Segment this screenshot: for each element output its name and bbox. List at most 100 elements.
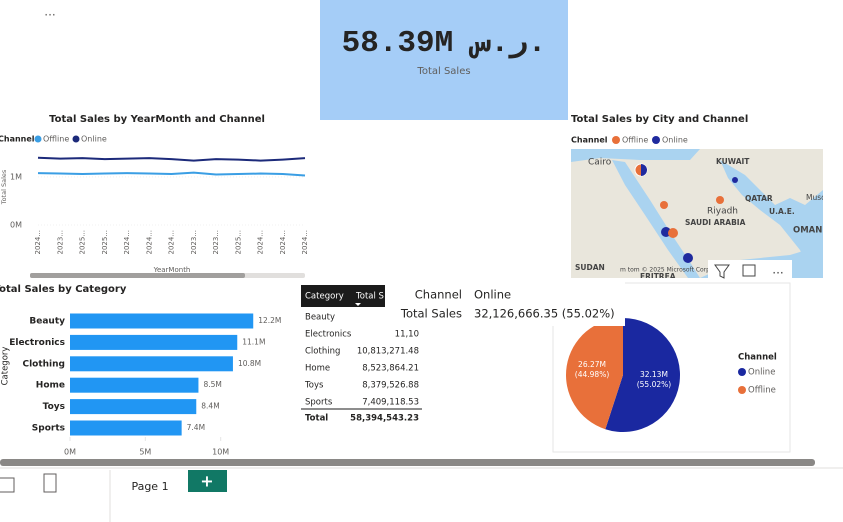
view-icon[interactable] <box>0 477 15 493</box>
legend-dot <box>34 135 42 143</box>
filter-icon[interactable] <box>714 264 730 279</box>
x-tick-label: 2024... <box>257 230 265 255</box>
x-tick-label: 2023... <box>212 230 220 255</box>
map-title: Total Sales by City and Channel <box>571 114 748 125</box>
table-cell: Home <box>305 364 330 374</box>
map-place: SAUDI ARABIA <box>685 218 746 227</box>
table-cell: Beauty <box>305 313 335 323</box>
map-place: Musc <box>806 193 825 202</box>
data-label: 10.8M <box>238 359 261 368</box>
table-cell: Sports <box>305 398 333 408</box>
scrollbar[interactable] <box>0 459 815 466</box>
map-bubble <box>641 164 647 176</box>
more-menu[interactable]: ... <box>44 5 55 19</box>
legend-dot <box>738 386 746 394</box>
table-total: Total <box>305 414 328 424</box>
table-cell: 8,523,864.21 <box>362 364 419 374</box>
legend-title: Channel <box>738 353 777 363</box>
focus-icon[interactable] <box>742 264 756 277</box>
data-label: 32.13M <box>640 370 668 379</box>
bar[interactable] <box>70 334 238 350</box>
table-cell: 11,10 <box>395 330 419 340</box>
map-bubble[interactable] <box>683 253 693 263</box>
map-sea <box>720 160 823 278</box>
map-legend-title: Channel <box>571 136 608 145</box>
page-tabs <box>0 466 843 522</box>
y-tick-label: 1M <box>10 172 22 181</box>
add-page[interactable] <box>188 470 227 492</box>
map-legend-label: Offline <box>622 136 648 145</box>
table-header-cell[interactable]: Category <box>305 292 344 302</box>
data-label: 8.4M <box>201 402 219 411</box>
map-bubble[interactable] <box>716 196 724 204</box>
x-tick-label: 0M <box>64 448 76 457</box>
table-cell: Electronics <box>305 330 352 340</box>
map-bubble[interactable] <box>660 201 668 209</box>
x-tick-label: 2024... <box>123 230 131 255</box>
table-cell: 10,813,271.48 <box>357 347 419 357</box>
map-bubble[interactable] <box>732 177 738 183</box>
pie-slice[interactable] <box>605 318 681 433</box>
kpi-card <box>320 0 568 120</box>
bar[interactable] <box>70 399 197 415</box>
view-icon[interactable] <box>43 473 57 493</box>
map-place: SUDAN <box>575 263 605 272</box>
kpi-label: Total Sales <box>416 66 470 77</box>
table-cell: 7,409,118.53 <box>362 398 419 408</box>
y-tick-label: Toys <box>43 402 65 412</box>
map-sea <box>571 149 700 162</box>
table-total: 58,394,543.23 <box>350 414 419 424</box>
tooltip-rows: Channel Online Total Sales 32,126,666.35 (5… <box>400 288 615 321</box>
legend-title: Channel <box>0 135 35 144</box>
x-tick-label: 10M <box>212 448 229 457</box>
tooltip-value: 32,126,666.35 (55.02%) <box>474 307 615 321</box>
x-scrollbar-thumb[interactable] <box>30 273 245 278</box>
map-place: U.A.E. <box>769 207 795 216</box>
map-copyright: m tom © 2025 Microsoft Corporation <box>620 267 731 274</box>
data-label: 8.5M <box>203 380 221 389</box>
x-tick-label: 2024... <box>279 230 287 255</box>
table-header-cell[interactable]: Total Sales <box>355 292 402 302</box>
pie-slice[interactable] <box>566 318 623 430</box>
bar[interactable] <box>70 356 233 372</box>
bar[interactable] <box>70 313 254 329</box>
more-icon[interactable]: ... <box>772 263 783 277</box>
page-tab[interactable]: Page 1 <box>131 480 168 493</box>
x-tick-label: 2025... <box>101 230 109 255</box>
x-tick-label: 2024... <box>145 230 153 255</box>
line-series <box>37 171 306 177</box>
x-axis-label: YearMonth <box>153 266 191 274</box>
add-page-label[interactable]: + <box>200 472 213 491</box>
legend-label: Offline <box>748 386 776 396</box>
x-tick-label: 2025... <box>234 230 242 255</box>
tooltip <box>385 280 625 326</box>
tooltip-key: Channel <box>415 288 462 302</box>
x-tick-label: 5M <box>139 448 151 457</box>
map-place: Riyadh <box>707 207 738 217</box>
map[interactable]: Cairo KUWAIT QATAR Riyadh SAUDI ARABIA U… <box>571 149 825 281</box>
data-label: (44.98%) <box>575 370 610 379</box>
y-tick-label: Clothing <box>22 359 65 369</box>
map-bubble[interactable] <box>668 228 678 238</box>
map-place: KUWAIT <box>716 157 750 166</box>
table-cell: Clothing <box>305 347 340 357</box>
y-tick-label: Beauty <box>29 317 65 327</box>
y-tick-label: Home <box>36 381 65 391</box>
sort-icon <box>355 303 361 306</box>
data-label: 7.4M <box>187 423 205 432</box>
line-series <box>37 156 306 162</box>
tooltip-value: Online <box>474 288 511 302</box>
legend-dot <box>72 135 80 143</box>
table-body: Beauty12,16Electronics11,10Clothing10,81… <box>301 313 422 424</box>
map-place: ERITREA <box>640 272 676 281</box>
data-label: 11.1M <box>242 337 265 346</box>
y-axis-label: Category <box>1 347 11 386</box>
tooltip-key: Total Sales <box>400 307 462 321</box>
y-axis-label: Total Sales <box>0 169 8 205</box>
chart-title: Total Sales by YearMonth and Channel <box>49 114 265 125</box>
x-tick-label: 2023... <box>56 230 64 255</box>
bar[interactable] <box>70 420 182 436</box>
bar[interactable] <box>70 377 199 393</box>
x-tick-label: 2024... <box>301 230 309 255</box>
legend-dot <box>738 368 746 376</box>
